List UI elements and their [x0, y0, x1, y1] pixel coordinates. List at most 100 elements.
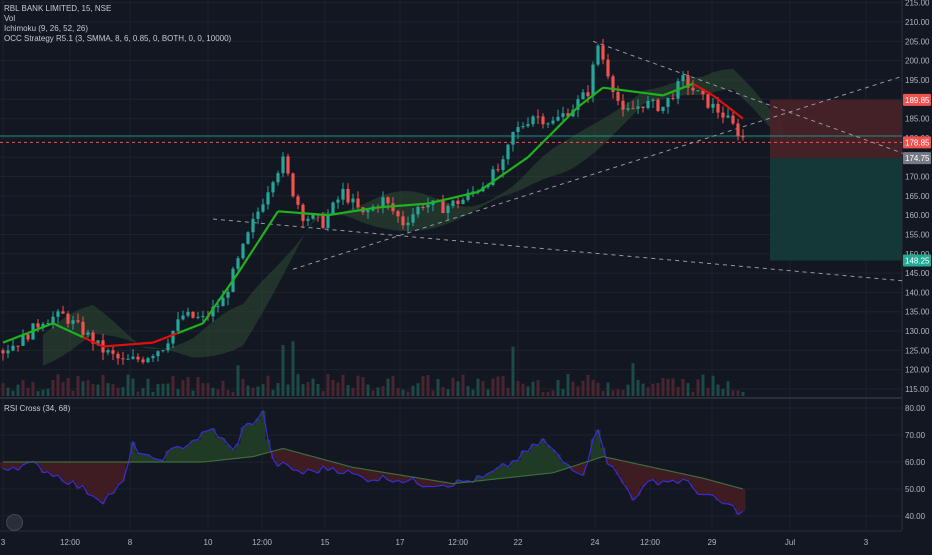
- volume-bar: [202, 383, 205, 396]
- candle-body: [306, 219, 309, 221]
- volume-bar: [667, 379, 670, 396]
- volume-bar: [277, 383, 280, 396]
- volume-bar: [217, 390, 220, 396]
- price-tick-label: 135.00: [905, 308, 930, 317]
- candle-body: [201, 316, 204, 317]
- volume-bar: [72, 391, 75, 396]
- candle-body: [421, 207, 424, 208]
- time-tick-label: 12:00: [640, 538, 661, 547]
- volume-bar: [487, 389, 490, 396]
- volume-bar: [477, 379, 480, 396]
- occ-line-segment: [333, 214, 338, 215]
- indicator-ichimoku[interactable]: Ichimoku (9, 26, 52, 26): [4, 24, 231, 34]
- candle-body: [351, 199, 354, 203]
- candle-body: [66, 314, 69, 324]
- occ-line-segment: [363, 209, 368, 210]
- position-target-zone: [770, 158, 902, 260]
- volume-bar: [717, 385, 720, 396]
- occ-line-segment: [343, 212, 348, 213]
- volume-bar: [172, 376, 175, 396]
- price-tick-label: 170.00: [905, 173, 930, 182]
- candle-body: [631, 108, 634, 109]
- occ-line-segment: [328, 214, 333, 215]
- price-tick-label: 185.00: [905, 115, 930, 124]
- volume-bar: [647, 387, 650, 396]
- volume-bar: [482, 381, 485, 396]
- candle-body: [626, 108, 629, 109]
- candle-body: [241, 244, 244, 258]
- volume-bar: [422, 376, 425, 396]
- volume-bar: [727, 381, 730, 396]
- candle-body: [441, 201, 444, 213]
- chart-legend: RBL BANK LIMITED, 15, NSE Vol Ichimoku (…: [4, 4, 231, 44]
- candle-body: [591, 65, 594, 97]
- volume-bar: [367, 384, 370, 396]
- volume-bar: [742, 392, 745, 396]
- candle-body: [76, 320, 79, 321]
- volume-bar: [442, 387, 445, 396]
- volume-bar: [192, 391, 195, 396]
- occ-line-segment: [638, 92, 643, 93]
- indicator-vol[interactable]: Vol: [4, 14, 231, 24]
- candle-body: [221, 298, 224, 306]
- volume-bar: [567, 374, 570, 396]
- candle-body: [251, 219, 254, 232]
- time-tick-label: 12:00: [252, 538, 273, 547]
- volume-bar: [242, 379, 245, 396]
- price-marker-label: 148.25: [905, 257, 930, 266]
- candle-body: [651, 100, 654, 101]
- rsi-title[interactable]: RSI Cross (34, 68): [4, 404, 70, 413]
- symbol-title[interactable]: RBL BANK LIMITED, 15, NSE: [4, 4, 231, 14]
- volume-bar: [532, 382, 535, 396]
- candle-body: [121, 358, 124, 359]
- candle-body: [81, 322, 84, 335]
- candle-body: [1, 350, 4, 353]
- candle-body: [656, 100, 659, 111]
- volume-bar: [237, 365, 240, 396]
- candle-body: [26, 334, 29, 339]
- candle-body: [416, 207, 419, 214]
- indicator-occ-strategy[interactable]: OCC Strategy R5.1 (3, SMMA, 8, 6, 0.85, …: [4, 34, 231, 44]
- candle-body: [346, 189, 349, 203]
- volume-bar: [577, 386, 580, 396]
- candle-body: [636, 106, 639, 108]
- time-tick-label: 22: [514, 538, 523, 547]
- occ-line-segment: [623, 90, 628, 91]
- price-tick-label: 140.00: [905, 288, 930, 297]
- volume-bar: [332, 380, 335, 396]
- candle-body: [516, 127, 519, 132]
- price-tick-label: 120.00: [905, 366, 930, 375]
- candle-body: [116, 354, 119, 359]
- volume-bar: [212, 388, 215, 396]
- volume-bar: [587, 375, 590, 396]
- volume-bar: [307, 382, 310, 396]
- candle-body: [176, 319, 179, 331]
- candle-body: [716, 104, 719, 113]
- volume-bar: [142, 388, 145, 396]
- occ-line-segment: [433, 201, 438, 202]
- occ-line-segment: [443, 199, 448, 200]
- time-tick-label: 8: [128, 538, 133, 547]
- candle-body: [736, 123, 739, 136]
- volume-bar: [357, 376, 360, 396]
- volume-bar: [312, 378, 315, 396]
- candle-body: [731, 116, 734, 124]
- candle-body: [226, 292, 229, 298]
- volume-bar: [582, 381, 585, 396]
- volume-bar: [652, 384, 655, 396]
- volume-bar: [87, 380, 90, 396]
- rsi-tick-label: 50.00: [905, 485, 926, 494]
- volume-bar: [182, 380, 185, 396]
- tradingview-logo-icon[interactable]: [6, 514, 23, 531]
- occ-line-segment: [338, 213, 343, 214]
- price-tick-label: 165.00: [905, 192, 930, 201]
- candle-body: [446, 206, 449, 213]
- candle-body: [451, 201, 454, 206]
- candle-body: [326, 214, 329, 228]
- volume-bar: [512, 347, 515, 396]
- candle-body: [51, 317, 54, 323]
- time-tick-label: 29: [708, 538, 717, 547]
- occ-line-segment: [648, 93, 653, 94]
- volume-bar: [92, 384, 95, 396]
